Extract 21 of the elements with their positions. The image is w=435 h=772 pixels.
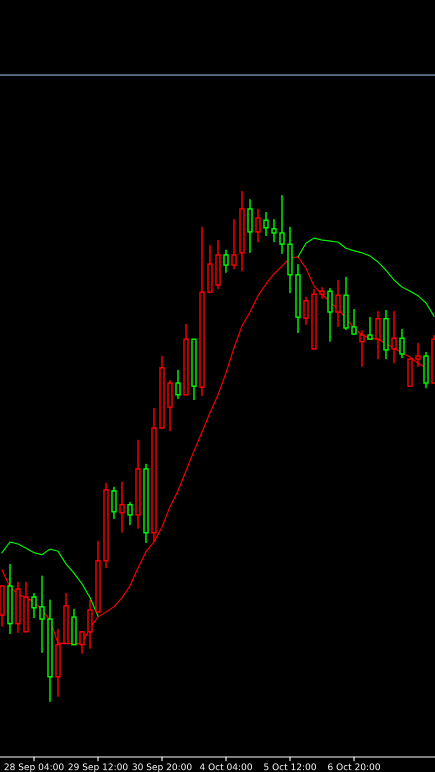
x-tick-label: 5 Oct 12:00	[264, 763, 316, 770]
candlestick	[279, 194, 285, 255]
candlestick	[287, 226, 293, 294]
candlestick	[271, 218, 277, 243]
candlestick	[47, 598, 53, 703]
candlestick	[151, 407, 157, 543]
candlestick	[295, 263, 301, 334]
x-tick-label: 6 Oct 20:00	[328, 763, 380, 770]
candlestick	[135, 439, 141, 530]
candlestick	[255, 208, 261, 243]
x-tick-label: 4 Oct 04:00	[200, 763, 252, 770]
candlestick	[7, 563, 13, 635]
candlestick	[391, 310, 397, 364]
x-tick-label: 30 Sep 20:00	[132, 763, 192, 772]
x-tick-label: 29 Sep 12:00	[68, 763, 128, 772]
candlestick	[39, 574, 45, 654]
candlestick	[239, 190, 245, 272]
candlestick	[335, 279, 341, 328]
x-tick-label: 28 Sep 04:00	[4, 763, 64, 772]
candlestick	[247, 198, 253, 254]
candlestick	[119, 480, 125, 534]
